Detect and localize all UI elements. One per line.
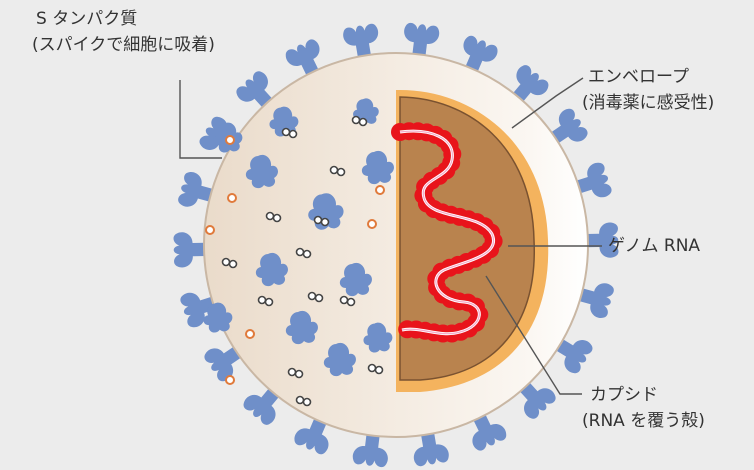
particles <box>205 115 385 407</box>
rna-strand <box>391 122 503 343</box>
spike-protein-icon <box>173 231 207 268</box>
capsid-label: カプシド <box>590 385 658 405</box>
envelope-sublabel: (消毒薬に感受性) <box>582 93 715 113</box>
capsid-section <box>396 89 549 393</box>
spike-protein-sublabel: (スパイクで細胞に吸着) <box>32 35 215 55</box>
envelope-label: エンベロープ <box>588 67 689 87</box>
spike-protein-label: S タンパク質 <box>36 9 138 29</box>
leader-lines <box>179 77 602 395</box>
genome-rna-label: ゲノム RNA <box>608 236 701 256</box>
capsid-sublabel: (RNA を覆う殻) <box>582 411 705 431</box>
